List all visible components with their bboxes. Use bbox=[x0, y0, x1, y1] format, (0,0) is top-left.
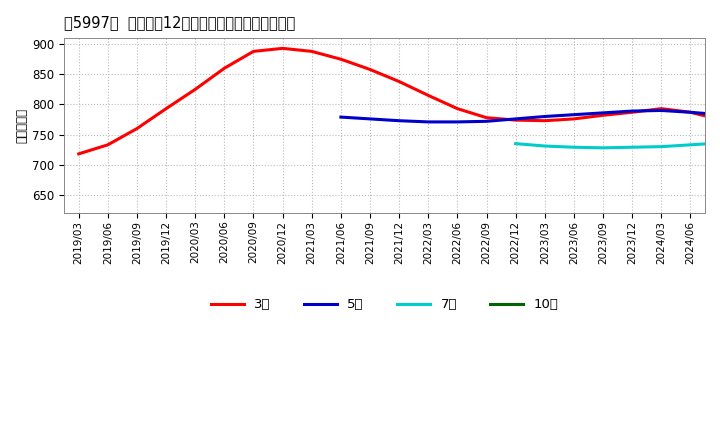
3年 bbox=[132, 126, 141, 131]
3年 bbox=[570, 116, 578, 121]
3年 bbox=[511, 117, 520, 123]
3年 bbox=[279, 46, 287, 51]
5年 bbox=[336, 114, 345, 120]
Line: 7年: 7年 bbox=[516, 139, 720, 148]
7年 bbox=[686, 142, 695, 147]
3年 bbox=[599, 113, 608, 118]
3年 bbox=[162, 106, 171, 111]
5年 bbox=[686, 110, 695, 115]
Y-axis label: （百万円）: （百万円） bbox=[15, 108, 28, 143]
7年 bbox=[599, 145, 608, 150]
5年 bbox=[657, 108, 665, 113]
3年 bbox=[366, 67, 374, 72]
Line: 3年: 3年 bbox=[78, 48, 720, 206]
Text: ５5997６  経常利益12か月移動合計の平均値の推移: ５5997６ 経常利益12か月移動合計の平均値の推移 bbox=[64, 15, 295, 30]
5年 bbox=[366, 116, 374, 121]
5年 bbox=[482, 119, 491, 124]
5年 bbox=[541, 114, 549, 119]
3年 bbox=[191, 87, 199, 92]
5年 bbox=[570, 112, 578, 117]
7年 bbox=[628, 145, 636, 150]
3年 bbox=[395, 79, 403, 84]
7年 bbox=[715, 140, 720, 146]
3年 bbox=[74, 151, 83, 157]
5年 bbox=[715, 112, 720, 117]
3年 bbox=[307, 49, 316, 54]
5年 bbox=[453, 119, 462, 125]
3年 bbox=[424, 93, 433, 98]
3年 bbox=[220, 66, 229, 71]
3年 bbox=[453, 106, 462, 111]
3年 bbox=[657, 106, 665, 111]
3年 bbox=[541, 118, 549, 123]
Line: 5年: 5年 bbox=[341, 110, 720, 143]
3年 bbox=[336, 57, 345, 62]
3年 bbox=[715, 117, 720, 122]
3年 bbox=[104, 142, 112, 147]
5年 bbox=[395, 118, 403, 123]
5年 bbox=[599, 110, 608, 116]
7年 bbox=[541, 143, 549, 149]
3年 bbox=[686, 110, 695, 115]
3年 bbox=[482, 115, 491, 120]
7年 bbox=[511, 141, 520, 146]
3年 bbox=[628, 110, 636, 115]
3年 bbox=[249, 49, 258, 54]
Legend: 3年, 5年, 7年, 10年: 3年, 5年, 7年, 10年 bbox=[205, 293, 564, 316]
5年 bbox=[628, 108, 636, 114]
5年 bbox=[511, 116, 520, 121]
5年 bbox=[424, 119, 433, 125]
7年 bbox=[657, 144, 665, 149]
7年 bbox=[570, 145, 578, 150]
